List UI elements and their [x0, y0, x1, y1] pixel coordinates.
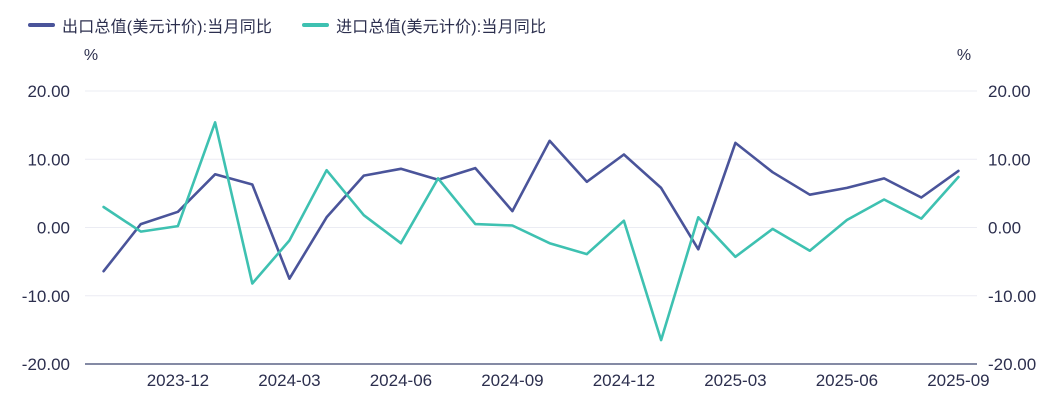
y-tick-label-left: 0.00	[37, 219, 70, 238]
x-tick-label: 2024-12	[593, 371, 655, 390]
y-tick-label-left: -20.00	[22, 355, 70, 374]
x-tick-label: 2025-03	[704, 371, 766, 390]
y-tick-label-left: 20.00	[27, 82, 70, 101]
unit-label-left: %	[84, 47, 98, 64]
x-tick-label: 2024-09	[481, 371, 543, 390]
chart-legend: 出口总值(美元计价):当月同比 进口总值(美元计价):当月同比	[28, 13, 546, 37]
x-tick-label: 2023-12	[147, 371, 209, 390]
x-tick-label: 2025-09	[927, 371, 989, 390]
y-tick-label-right: -20.00	[988, 355, 1036, 374]
y-tick-label-right: 0.00	[988, 219, 1021, 238]
y-tick-label-right: 10.00	[988, 150, 1031, 169]
unit-label-right: %	[957, 47, 971, 64]
legend-swatch	[28, 23, 55, 27]
y-tick-label-left: 10.00	[27, 150, 70, 169]
x-tick-label: 2024-06	[370, 371, 432, 390]
legend-item-export[interactable]: 出口总值(美元计价):当月同比	[28, 13, 272, 37]
legend-swatch	[302, 23, 330, 27]
legend-label: 进口总值(美元计价):当月同比	[336, 19, 547, 36]
y-tick-label-left: -10.00	[22, 287, 70, 306]
legend-label: 出口总值(美元计价):当月同比	[62, 19, 273, 36]
x-tick-label: 2024-03	[258, 371, 320, 390]
import-series-line	[102, 121, 960, 342]
y-tick-label-right: -10.00	[988, 287, 1036, 306]
legend-item-import[interactable]: 进口总值(美元计价):当月同比	[302, 13, 546, 37]
export-series-line	[102, 139, 960, 281]
y-tick-label-right: 20.00	[988, 82, 1031, 101]
x-tick-label: 2025-06	[816, 371, 878, 390]
